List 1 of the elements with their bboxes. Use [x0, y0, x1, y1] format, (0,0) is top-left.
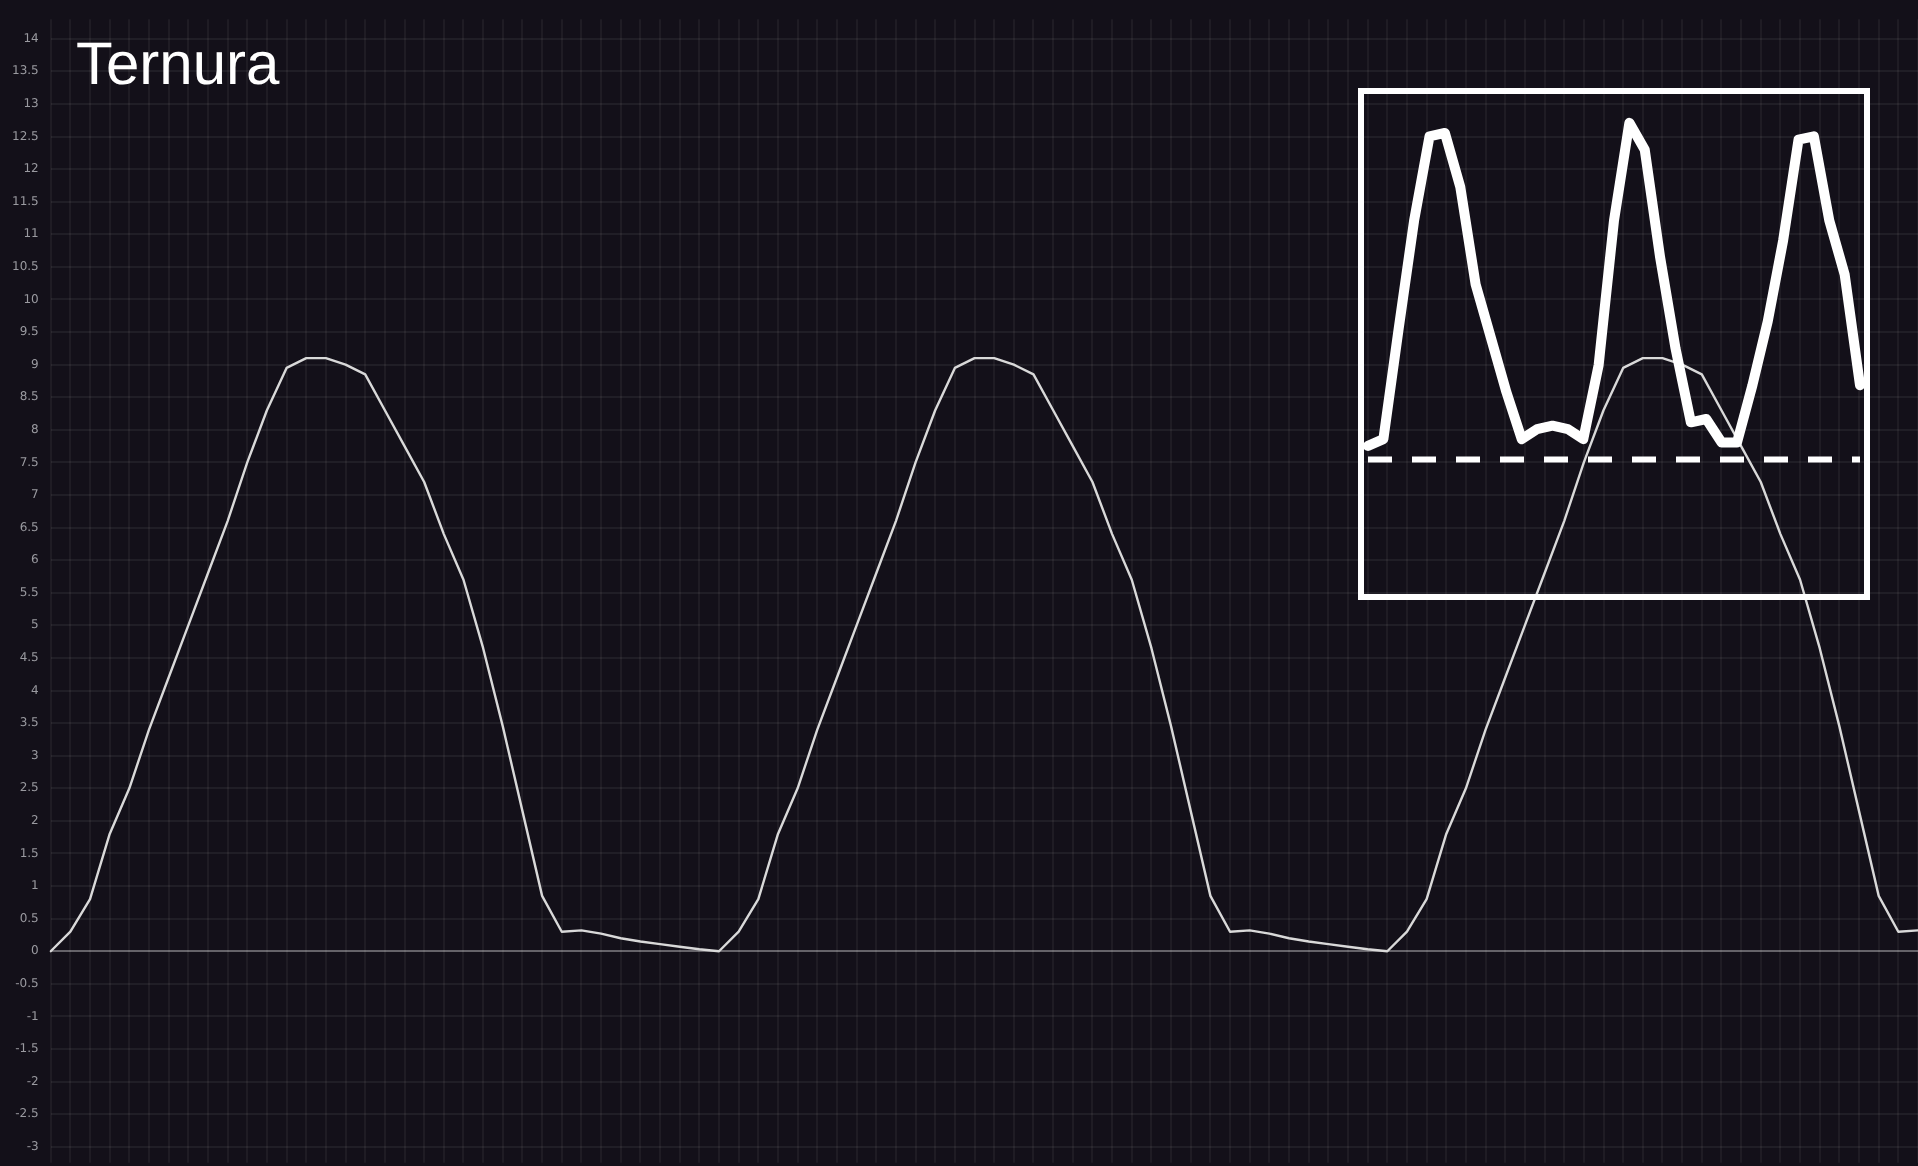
- chart-title: Ternura: [76, 32, 280, 100]
